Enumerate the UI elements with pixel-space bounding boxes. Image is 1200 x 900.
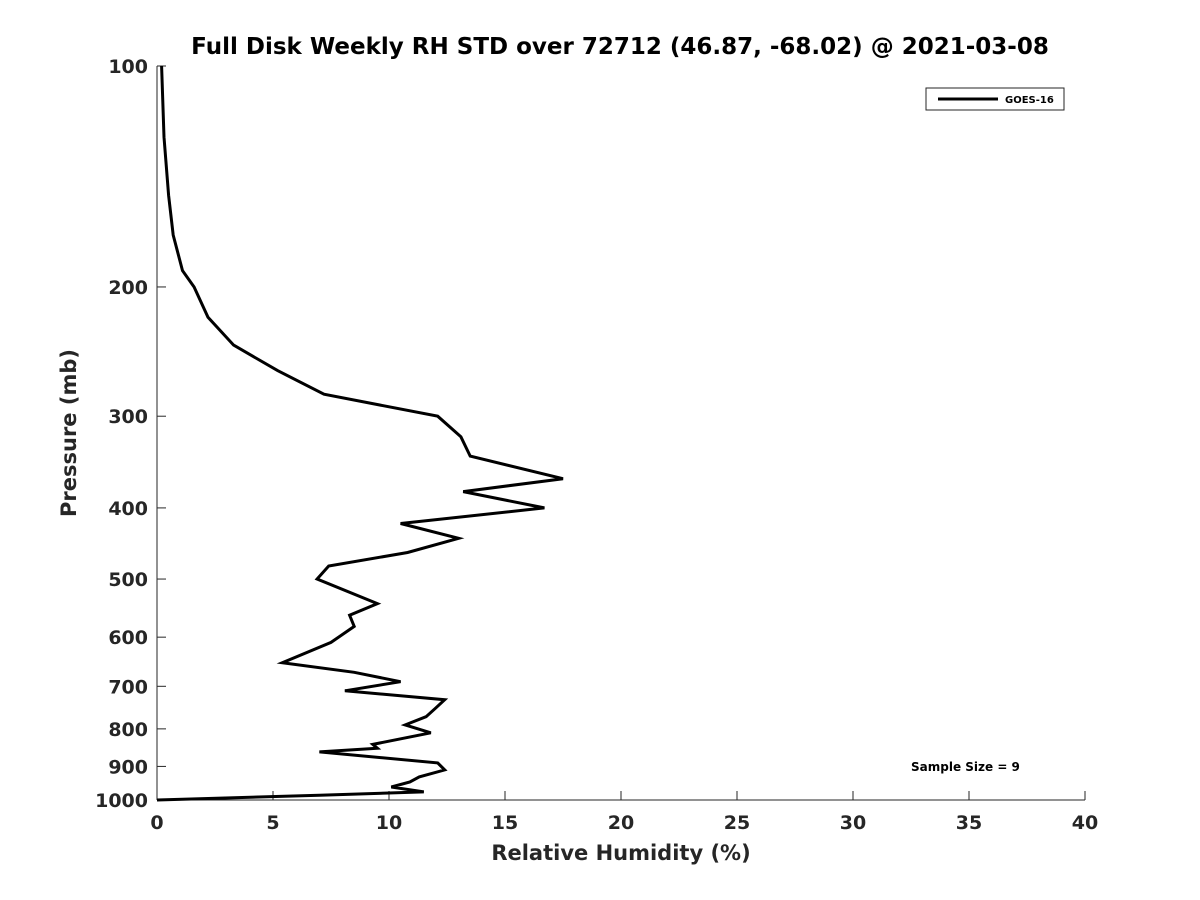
series-layer bbox=[156, 65, 564, 802]
legend: GOES-16 bbox=[925, 87, 1065, 111]
x-tick-label: 25 bbox=[724, 812, 750, 834]
y-tick-label: 1000 bbox=[95, 790, 148, 812]
y-tick-label: 800 bbox=[108, 719, 148, 741]
x-tick-label: 35 bbox=[956, 812, 982, 834]
sample-size-annotation: Sample Size = 9 bbox=[911, 760, 1020, 774]
x-tick-label: 15 bbox=[492, 812, 518, 834]
x-tick-label: 5 bbox=[266, 812, 279, 834]
y-tick-label: 600 bbox=[108, 627, 148, 649]
x-tick-label: 30 bbox=[840, 812, 866, 834]
y-tick-label: 400 bbox=[108, 498, 148, 520]
y-axis-label: Pressure (mb) bbox=[57, 349, 81, 517]
chart-title: Full Disk Weekly RH STD over 72712 (46.8… bbox=[191, 34, 1049, 60]
y-tick-label: 100 bbox=[108, 56, 148, 78]
y-tick-label: 700 bbox=[108, 676, 148, 698]
legend-label-goes16: GOES-16 bbox=[1005, 95, 1054, 106]
x-axis-ticks: 0 5 10 15 20 25 30 35 40 bbox=[150, 791, 1098, 834]
x-tick-label: 40 bbox=[1072, 812, 1098, 834]
y-tick-label: 900 bbox=[108, 756, 148, 778]
x-tick-label: 20 bbox=[608, 812, 634, 834]
y-tick-label: 300 bbox=[108, 406, 148, 428]
x-tick-label: 0 bbox=[150, 812, 163, 834]
x-tick-label: 10 bbox=[376, 812, 402, 834]
series-line-goes16 bbox=[156, 65, 564, 802]
x-axis-label: Relative Humidity (%) bbox=[491, 841, 750, 865]
y-tick-label: 200 bbox=[108, 277, 148, 299]
y-axis-ticks: 100 200 300 400 500 600 700 800 900 1000 bbox=[95, 56, 166, 812]
y-tick-label: 500 bbox=[108, 569, 148, 591]
